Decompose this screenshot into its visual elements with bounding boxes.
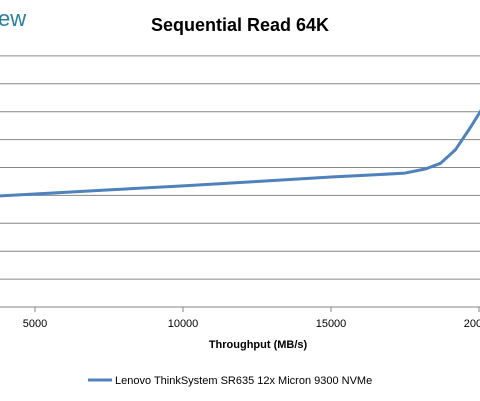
x-tick-label: 20000 <box>464 318 480 330</box>
data-line <box>0 109 480 198</box>
x-tick-label: 10000 <box>168 318 199 330</box>
x-axis-title: Throughput (MB/s) <box>209 339 308 351</box>
x-tick-label: 5000 <box>23 318 47 330</box>
chart-title: Sequential Read 64K <box>151 15 329 35</box>
logo-text: ew <box>0 6 26 31</box>
x-tick-label: 15000 <box>316 318 347 330</box>
legend-label: Lenovo ThinkSystem SR635 12x Micron 9300… <box>115 375 372 387</box>
